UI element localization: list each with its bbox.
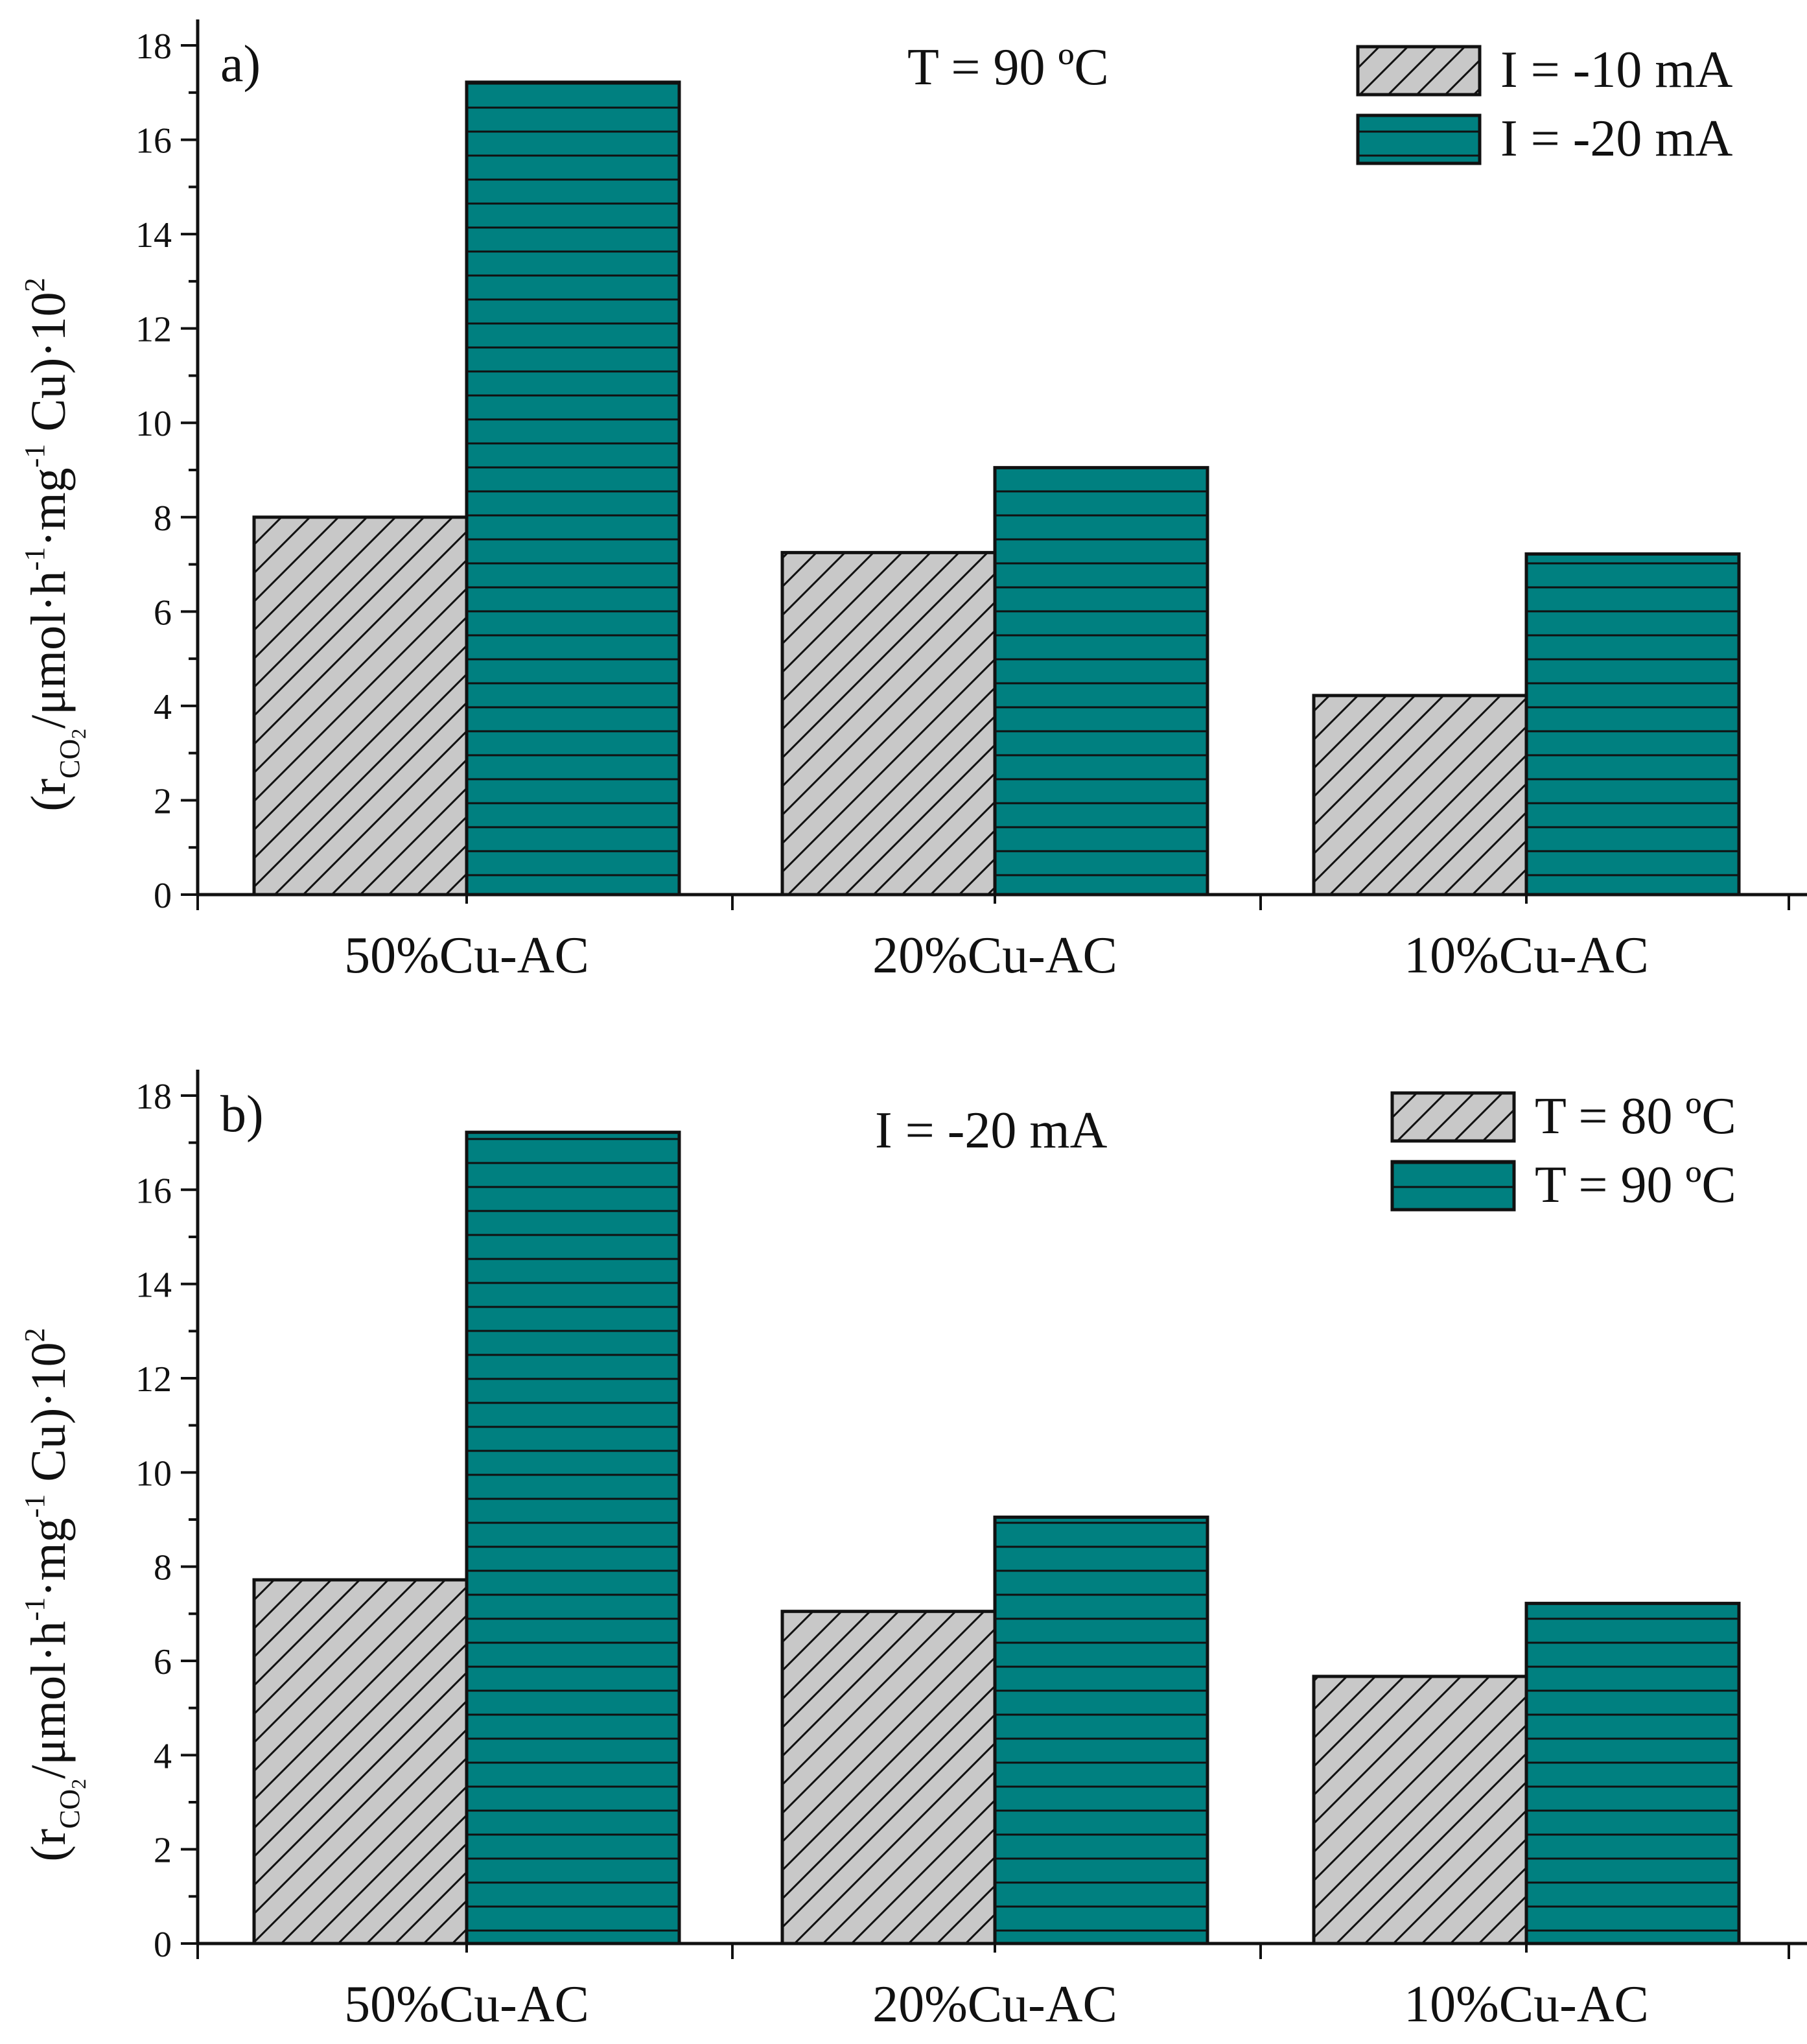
- ylabel-sup3: 2: [19, 277, 51, 292]
- ylabel-end: Cu)·10: [21, 1342, 76, 1494]
- ylabel-mid: ·mg: [21, 467, 76, 546]
- bar-outline: [1312, 1674, 1528, 1945]
- x-category-label: 20%Cu-AC: [872, 927, 1117, 984]
- panel-annotation: T = 90 ºC: [907, 39, 1109, 96]
- bar-horizontal: [1524, 1601, 1741, 1945]
- y-tick-label: 0: [154, 876, 172, 916]
- y-axis-ticks: 0 2 4 6 8 10 12 14 16 18: [135, 1077, 198, 1965]
- ylabel-open: (r: [21, 779, 76, 812]
- legend-swatch: [1390, 1160, 1516, 1212]
- bar-outline: [1524, 1601, 1741, 1945]
- x-category-label: 10%Cu-AC: [1404, 927, 1649, 984]
- x-category-label: 10%Cu-AC: [1404, 1976, 1649, 2033]
- ylabel-sup3: 2: [19, 1328, 51, 1342]
- y-tick-label: 16: [135, 121, 172, 161]
- bar-horizontal: [465, 80, 681, 897]
- axes: [196, 1070, 1807, 1959]
- bar-diagonal: [1312, 694, 1528, 897]
- y-tick-label: 2: [154, 781, 172, 821]
- legend: T = 80 ºC T = 90 ºC: [1390, 1088, 1736, 1214]
- ylabel-main: /μmol·h: [21, 1621, 76, 1778]
- svg-text:(rCO2/μmol·h-1·mg-1 Cu)·102: (rCO2/μmol·h-1·mg-1 Cu)·102: [19, 277, 90, 811]
- bar-outline: [252, 1578, 469, 1945]
- bar-outline: [780, 1610, 997, 1945]
- y-tick-label: 6: [154, 1642, 172, 1682]
- bar-horizontal: [993, 465, 1209, 897]
- ylabel-open: (r: [21, 1829, 76, 1862]
- panel-label: a): [220, 36, 261, 93]
- panel-annotation: I = -20 mA: [875, 1102, 1108, 1159]
- ylabel-mid: ·mg: [21, 1518, 76, 1597]
- category-labels: 50%Cu-AC 20%Cu-AC 10%Cu-AC: [344, 1976, 1649, 2033]
- y-tick-label: 6: [154, 593, 172, 633]
- y-axis-label: (rCO2/μmol·h-1·mg-1 Cu)·102: [19, 1328, 90, 1861]
- x-category-label: 50%Cu-AC: [344, 927, 589, 984]
- legend-label: I = -20 mA: [1500, 110, 1733, 167]
- ylabel-sup1: -1: [19, 1597, 51, 1621]
- bar-horizontal: [993, 1515, 1209, 1945]
- y-tick-label: 10: [135, 1453, 172, 1494]
- bar-diagonal: [780, 1610, 997, 1945]
- bar-outline: [993, 465, 1209, 897]
- chart-panel-b: (rCO2/μmol·h-1·mg-1 Cu)·102 b) I = -20 m…: [19, 1070, 1807, 2033]
- legend-label: T = 90 ºC: [1535, 1157, 1736, 1214]
- y-tick-label: 0: [154, 1925, 172, 1965]
- ylabel-sup2: -1: [19, 1494, 51, 1518]
- bar-outline: [1312, 694, 1528, 897]
- ylabel-sup1: -1: [19, 547, 51, 571]
- y-tick-label: 8: [154, 1548, 172, 1588]
- bar-horizontal: [465, 1131, 681, 1945]
- y-tick-label: 8: [154, 499, 172, 539]
- y-tick-label: 4: [154, 1736, 172, 1776]
- y-tick-label: 14: [135, 1265, 172, 1306]
- bar-diagonal: [780, 550, 997, 897]
- y-tick-label: 12: [135, 310, 172, 350]
- axes: [196, 19, 1807, 910]
- bar-diagonal: [1312, 1674, 1528, 1945]
- legend-swatch: [1356, 113, 1482, 165]
- category-labels: 50%Cu-AC 20%Cu-AC 10%Cu-AC: [344, 927, 1649, 984]
- bar-outline: [252, 515, 469, 897]
- x-category-label: 20%Cu-AC: [872, 1976, 1117, 2033]
- legend-swatch: [1390, 1091, 1516, 1143]
- y-axis-ticks: 0 2 4 6 8 10 12 14 16 18: [135, 27, 198, 916]
- x-category-label: 50%Cu-AC: [344, 1976, 589, 2033]
- y-tick-label: 4: [154, 687, 172, 727]
- bar-diagonal: [252, 1578, 469, 1945]
- y-tick-label: 2: [154, 1831, 172, 1871]
- panel-label: b): [220, 1086, 264, 1143]
- y-tick-label: 14: [135, 215, 172, 255]
- y-axis-label: (rCO2/μmol·h-1·mg-1 Cu)·102: [19, 277, 90, 811]
- ylabel-sub2: 2: [67, 729, 90, 739]
- y-tick-label: 10: [135, 404, 172, 444]
- legend-label: I = -10 mA: [1500, 41, 1733, 99]
- bar-horizontal: [1524, 552, 1741, 897]
- chart-panel-a: (rCO2/μmol·h-1·mg-1 Cu)·102 a) T = 90 ºC…: [19, 19, 1807, 984]
- bars: [252, 80, 1741, 897]
- y-tick-label: 12: [135, 1359, 172, 1400]
- y-tick-label: 18: [135, 1077, 172, 1117]
- y-tick-label: 16: [135, 1171, 172, 1211]
- ylabel-end: Cu)·10: [21, 292, 76, 443]
- legend: I = -10 mA I = -20 mA: [1356, 41, 1733, 167]
- bar-outline: [780, 550, 997, 897]
- bars: [252, 1131, 1741, 1945]
- ylabel-sub: CO: [54, 1789, 86, 1829]
- bar-outline: [1524, 552, 1741, 897]
- ylabel-sub2: 2: [67, 1779, 90, 1789]
- ylabel-main: /μmol·h: [21, 570, 76, 728]
- ylabel-sup2: -1: [19, 444, 51, 468]
- legend-label: T = 80 ºC: [1535, 1088, 1736, 1145]
- bar-diagonal: [252, 515, 469, 897]
- bar-outline: [465, 1131, 681, 1945]
- ylabel-sub: CO: [54, 739, 86, 779]
- legend-swatch: [1356, 45, 1482, 97]
- bar-outline: [465, 80, 681, 897]
- bar-outline: [993, 1515, 1209, 1945]
- y-tick-label: 18: [135, 27, 172, 67]
- svg-text:(rCO2/μmol·h-1·mg-1 Cu)·102: (rCO2/μmol·h-1·mg-1 Cu)·102: [19, 1328, 90, 1861]
